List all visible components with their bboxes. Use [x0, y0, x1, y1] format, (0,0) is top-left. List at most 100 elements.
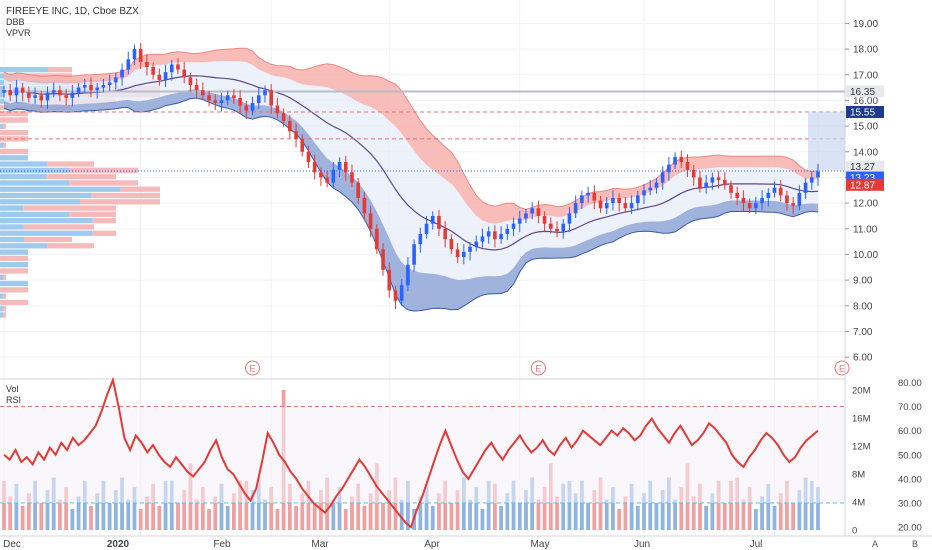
- vpvr-down-bar: [47, 243, 94, 249]
- candle-body: [412, 244, 416, 265]
- vpvr-down-bar: [24, 236, 72, 243]
- candle-body: [567, 213, 572, 224]
- volume-bar: [468, 499, 472, 530]
- vpvr-down-bar: [69, 180, 138, 186]
- vpvr-up-bar: [0, 205, 24, 211]
- volume-tick-label: 4M: [852, 498, 865, 509]
- volume-bar: [200, 486, 205, 530]
- volume-bar: [567, 481, 572, 530]
- volume-bar: [120, 477, 124, 530]
- candle-body: [188, 77, 193, 86]
- volume-bar: [26, 493, 31, 530]
- candle-body: [406, 264, 410, 286]
- volume-bar: [617, 509, 622, 530]
- price-tick-label: 16.00: [853, 96, 878, 107]
- candle-body: [778, 187, 783, 196]
- volume-bar: [176, 502, 180, 530]
- auto-scale-button[interactable]: A: [872, 539, 878, 549]
- candle-body: [474, 241, 479, 247]
- candle-body: [256, 95, 261, 103]
- price-tick-label: 17.00: [853, 70, 878, 81]
- candle-body: [555, 228, 559, 232]
- volume-bar: [654, 502, 659, 530]
- volume-bar: [393, 477, 398, 530]
- rsi-tick-label: 70.00: [898, 402, 922, 413]
- indicator-dbb[interactable]: DBB: [6, 17, 25, 27]
- volume-bar: [126, 499, 131, 530]
- candle-body: [343, 162, 348, 173]
- price-tick-label: 14.00: [853, 147, 878, 158]
- volume-bar: [368, 493, 373, 530]
- indicator-vpvr[interactable]: VPVR: [6, 28, 31, 38]
- candle-body: [244, 105, 249, 111]
- volume-bar: [157, 505, 162, 530]
- candle-body: [735, 192, 740, 198]
- vpvr-up-bar: [0, 67, 48, 73]
- indicator-vol[interactable]: Vol: [6, 384, 19, 394]
- price-label-bg: [846, 178, 884, 191]
- volume-bar: [635, 505, 640, 530]
- volume-bar: [405, 481, 410, 530]
- price-tick-label: 6.00: [853, 353, 873, 364]
- volume-bar: [207, 509, 211, 530]
- candle-body: [418, 233, 423, 245]
- vpvr-up-bar: [0, 224, 24, 230]
- candle-body: [368, 213, 373, 229]
- volume-bar: [598, 477, 603, 530]
- upper-band: [4, 48, 818, 224]
- price-tick-label: 19.00: [853, 19, 878, 30]
- candle-body: [580, 195, 584, 204]
- vpvr-up-bar: [0, 274, 3, 280]
- volume-tick-label: 0: [852, 526, 857, 537]
- volume-bar: [722, 502, 727, 530]
- vpvr-up-bar: [0, 262, 28, 268]
- volume-bar: [418, 496, 423, 530]
- candle-body: [120, 69, 124, 78]
- price-axis[interactable]: 19.0018.0017.0016.0015.0014.0013.0012.00…: [845, 19, 878, 364]
- time-axis[interactable]: Dec 2020 Feb Mar Apr May Jun Jul: [3, 539, 762, 550]
- candle-body: [64, 95, 68, 98]
- candle-body: [542, 215, 547, 224]
- volume-bar: [766, 483, 771, 530]
- volume-bar: [325, 477, 330, 530]
- indicator-rsi[interactable]: RSI: [6, 395, 21, 405]
- candle-body: [387, 269, 392, 291]
- earnings-marker-circle: [245, 360, 261, 376]
- volume-bar: [163, 481, 168, 530]
- vpvr-down-bar: [3, 312, 6, 318]
- candle-body: [176, 64, 180, 70]
- volume-bar: [287, 483, 292, 530]
- vpvr-down-bar: [120, 186, 160, 192]
- volume-bar: [263, 499, 267, 530]
- vpvr-down-bar: [0, 129, 28, 136]
- lower-axis[interactable]: 20M 16M 12M 8M 4M 0 80.00 70.00 60.00 50.00 40.00 3…: [852, 378, 922, 537]
- vpvr-down-bar: [92, 218, 116, 224]
- candle-body: [14, 87, 19, 96]
- volume-bar: [244, 481, 249, 530]
- candle-body: [710, 177, 715, 183]
- volume-bar: [809, 481, 814, 530]
- moving-average-line: [3, 75, 819, 251]
- candle-body: [238, 97, 242, 106]
- candle-body: [114, 77, 118, 83]
- candle-body: [45, 92, 50, 101]
- candle-body: [549, 223, 553, 229]
- candle-body: [561, 223, 566, 232]
- volume-bar: [399, 499, 404, 530]
- candle-body: [145, 61, 149, 68]
- candle-body: [219, 100, 224, 103]
- time-tick-label: Jun: [634, 539, 650, 550]
- volume-bar: [704, 505, 709, 530]
- rsi-band: [0, 406, 845, 504]
- candle-body: [636, 195, 640, 204]
- volume-bar: [666, 477, 671, 530]
- candle-body: [138, 49, 143, 62]
- log-scale-button[interactable]: B: [912, 539, 918, 549]
- candle-body: [163, 72, 168, 80]
- price-label-text: 13.23: [850, 173, 875, 184]
- vpvr-up-bar: [0, 312, 3, 318]
- candle-body: [263, 90, 267, 96]
- candle-body: [281, 113, 286, 121]
- vpvr-up-bar: [0, 155, 28, 161]
